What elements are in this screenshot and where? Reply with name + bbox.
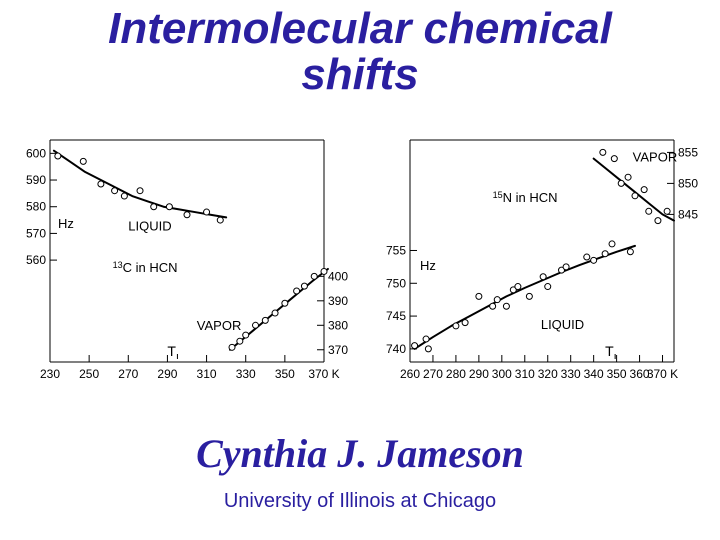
svg-text:755: 755 xyxy=(386,243,406,257)
svg-text:400: 400 xyxy=(328,269,348,283)
svg-text:380: 380 xyxy=(328,318,348,332)
svg-text:290: 290 xyxy=(469,367,489,381)
svg-text:855: 855 xyxy=(678,145,698,159)
svg-text:T: T xyxy=(167,343,176,359)
svg-text:560: 560 xyxy=(26,253,46,267)
svg-text:LIQUID: LIQUID xyxy=(541,317,584,332)
svg-text:370 K: 370 K xyxy=(647,367,678,381)
svg-text:15N in HCN: 15N in HCN xyxy=(493,190,558,205)
svg-text:250: 250 xyxy=(79,367,99,381)
affiliation: University of Illinois at Chicago xyxy=(0,490,720,513)
svg-text:310: 310 xyxy=(515,367,535,381)
svg-text:320: 320 xyxy=(538,367,558,381)
slide-title: Intermolecular chemical shifts xyxy=(0,6,720,98)
svg-text:845: 845 xyxy=(678,207,698,221)
svg-text:570: 570 xyxy=(26,226,46,240)
chart-left-svg: 230 250 270 290 310 330 350 370 K 560 570 580 590 60… xyxy=(10,130,360,390)
author-name: Cynthia J. Jameson xyxy=(0,430,720,477)
title-line2: shifts xyxy=(301,50,418,99)
title-line1: Intermolecular chemical xyxy=(108,4,612,53)
svg-text:290: 290 xyxy=(157,367,177,381)
svg-text:VAPOR: VAPOR xyxy=(633,150,678,165)
chart-right-svg: 260270280290300310320330340350360370 K84… xyxy=(370,130,710,390)
svg-text:280: 280 xyxy=(446,367,466,381)
svg-text:580: 580 xyxy=(26,200,46,214)
svg-text:330: 330 xyxy=(236,367,256,381)
svg-text:VAPOR: VAPOR xyxy=(197,318,242,333)
svg-text:300: 300 xyxy=(492,367,512,381)
svg-text:310: 310 xyxy=(197,367,217,381)
svg-text:390: 390 xyxy=(328,294,348,308)
svg-text:370 K: 370 K xyxy=(308,367,339,381)
svg-text:850: 850 xyxy=(678,176,698,190)
svg-text:350: 350 xyxy=(607,367,627,381)
svg-text:370: 370 xyxy=(328,343,348,357)
chart-right: 260270280290300310320330340350360370 K84… xyxy=(370,130,710,390)
svg-text:340: 340 xyxy=(584,367,604,381)
svg-text:13C in HCN: 13C in HCN xyxy=(113,260,178,275)
svg-text:260: 260 xyxy=(400,367,420,381)
svg-text:270: 270 xyxy=(118,367,138,381)
svg-text:590: 590 xyxy=(26,173,46,187)
svg-text:Hz: Hz xyxy=(420,258,436,273)
svg-text:270: 270 xyxy=(423,367,443,381)
svg-text:750: 750 xyxy=(386,276,406,290)
chart-left: 230 250 270 290 310 330 350 370 K 560 570 580 590 60… xyxy=(10,130,360,390)
svg-text:T: T xyxy=(605,343,614,359)
svg-text:LIQUID: LIQUID xyxy=(128,219,171,234)
svg-text:745: 745 xyxy=(386,309,406,323)
svg-text:600: 600 xyxy=(26,146,46,160)
svg-text:350: 350 xyxy=(275,367,295,381)
svg-text:230: 230 xyxy=(40,367,60,381)
svg-text:Hz: Hz xyxy=(58,216,74,231)
svg-text:740: 740 xyxy=(386,342,406,356)
svg-text:330: 330 xyxy=(561,367,581,381)
